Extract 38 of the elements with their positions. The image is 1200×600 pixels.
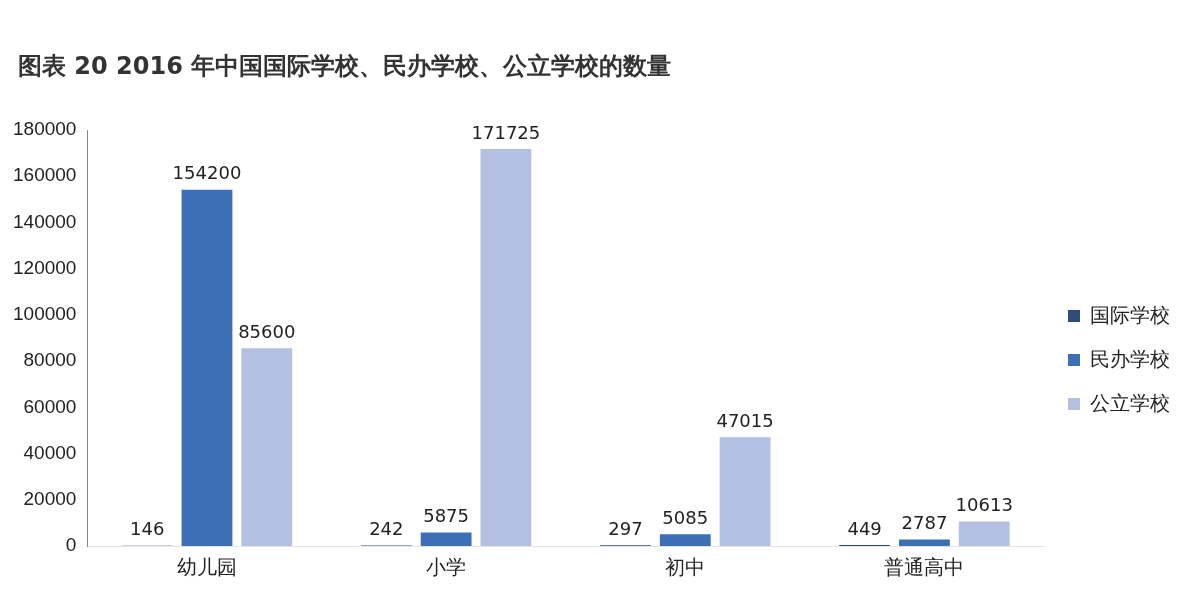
data-label: 297: [608, 517, 643, 539]
y-tick-label: 40000: [23, 441, 77, 463]
data-label: 242: [369, 518, 404, 540]
data-label: 449: [847, 517, 882, 539]
legend-label: 公立学校: [1090, 391, 1170, 414]
bar: [420, 532, 472, 546]
data-label: 85600: [238, 320, 296, 342]
bar: [659, 534, 711, 546]
data-label: 10613: [955, 494, 1013, 516]
data-label: 171725: [471, 121, 541, 143]
data-label: 2787: [901, 512, 948, 534]
y-tick-label: 160000: [13, 164, 77, 186]
y-tick-label: 0: [65, 534, 77, 556]
x-tick-label: 普通高中: [884, 555, 965, 578]
y-tick-label: 120000: [13, 256, 77, 278]
y-tick-label: 180000: [13, 118, 77, 140]
bar: [958, 521, 1010, 546]
data-label: 5875: [423, 505, 470, 527]
data-label: 47015: [716, 410, 774, 432]
y-tick-label: 100000: [13, 303, 77, 325]
bar: [899, 539, 950, 546]
y-tick-label: 140000: [13, 210, 77, 232]
data-label: 146: [130, 518, 165, 540]
x-tick-label: 初中: [665, 555, 706, 578]
bar: [181, 189, 233, 546]
bar: [480, 149, 532, 546]
bar: [719, 437, 771, 546]
x-tick-label: 幼儿园: [176, 555, 237, 578]
x-tick-label: 小学: [426, 555, 467, 578]
chart-title: 图表 20 2016 年中国国际学校、民办学校、公立学校的数量: [18, 51, 672, 82]
y-tick-label: 20000: [23, 488, 77, 510]
data-label: 154200: [172, 162, 242, 184]
y-tick-label: 60000: [23, 395, 77, 417]
legend-label: 国际学校: [1090, 303, 1170, 326]
legend-label: 民办学校: [1090, 347, 1170, 370]
y-tick-label: 80000: [23, 349, 77, 371]
data-label: 5085: [662, 506, 709, 528]
bar: [241, 348, 293, 546]
